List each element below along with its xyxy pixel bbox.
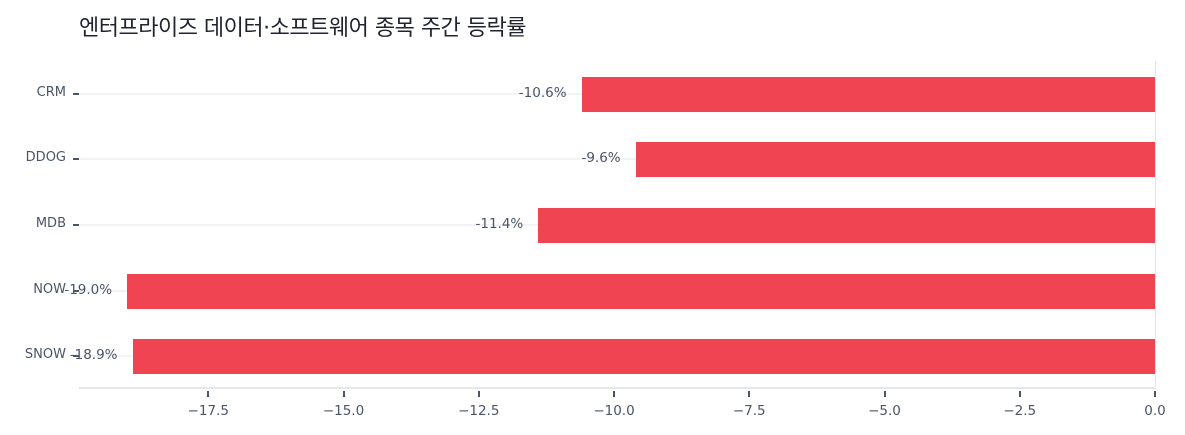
x-tick-label: −2.5 <box>1003 403 1037 419</box>
grid-line <box>79 158 1155 160</box>
value-label-now: -19.0% <box>64 282 113 298</box>
y-label-ddog: DDOG <box>25 150 66 165</box>
y-label-crm: CRM <box>36 85 66 100</box>
chart-title: 엔터프라이즈 데이터·소프트웨어 종목 주간 등락률 <box>79 16 527 41</box>
y-tick <box>73 290 79 292</box>
y-tick <box>73 158 79 160</box>
value-label-mdb: -11.4% <box>475 216 524 232</box>
x-tick-label: −17.5 <box>187 403 229 419</box>
x-tick <box>613 391 615 397</box>
y-label-mdb: MDB <box>35 216 66 231</box>
x-tick <box>883 391 886 397</box>
bar-mdb[interactable] <box>538 207 1155 243</box>
x-tick-label: −12.5 <box>458 403 500 419</box>
y-tick <box>73 355 79 357</box>
y-tick <box>73 224 79 226</box>
value-label-ddog: -9.6% <box>581 150 621 166</box>
x-tick-label: 0.0 <box>1144 403 1166 419</box>
value-label-snow: -18.9% <box>69 347 118 363</box>
bar-crm[interactable] <box>581 76 1155 112</box>
x-tick <box>207 391 210 397</box>
x-tick <box>1018 391 1021 397</box>
x-tick <box>342 391 345 397</box>
bar-snow[interactable] <box>132 338 1155 374</box>
x-tick-label: −7.5 <box>732 403 766 419</box>
bar-ddog[interactable] <box>635 141 1155 177</box>
x-tick-label: −10.0 <box>593 403 635 419</box>
y-tick <box>73 93 79 95</box>
x-tick-label: −5.0 <box>868 403 901 419</box>
x-tick <box>748 391 751 397</box>
x-axis-line <box>79 387 1156 389</box>
zero-axis-line <box>1155 61 1156 389</box>
bar-now[interactable] <box>127 273 1155 309</box>
x-tick <box>477 391 480 397</box>
x-tick-label: −15.0 <box>322 403 365 419</box>
y-label-snow: SNOW <box>24 347 66 362</box>
x-tick <box>1154 391 1156 397</box>
y-label-now: NOW <box>33 282 66 297</box>
value-label-crm: -10.6% <box>518 85 567 101</box>
